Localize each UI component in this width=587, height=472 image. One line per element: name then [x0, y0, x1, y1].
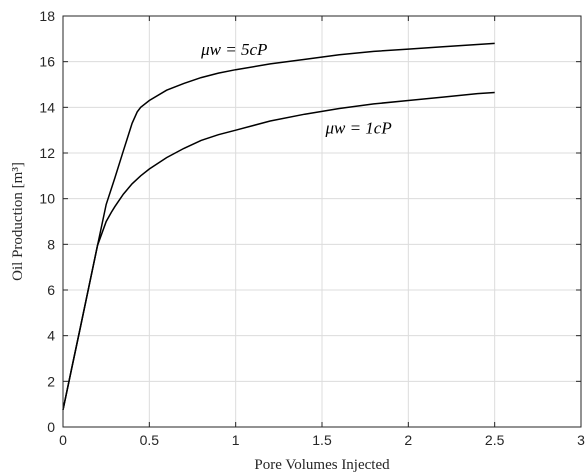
x-tick-label: 3: [577, 432, 585, 448]
axis-ticks: 0 0.5 1 1.5 2 2.5 3 0 2 4 6 8 10 12 14 16 18: [39, 8, 585, 448]
y-tick-label: 6: [47, 282, 55, 298]
grid: [62, 15, 582, 428]
series-line-2: [62, 91, 495, 411]
x-tick-label: 2.5: [485, 432, 505, 448]
y-tick-label: 0: [47, 419, 55, 435]
y-tick-label: 14: [39, 99, 55, 115]
y-tick-label: 2: [47, 373, 55, 389]
y-tick-label: 12: [39, 145, 55, 161]
y-tick-label: 8: [47, 236, 55, 252]
annotations: μw = 5cP μw = 1cP: [200, 40, 392, 138]
curve-annotation-1: μw = 5cP: [200, 40, 267, 59]
x-tick-label: 0.5: [140, 432, 160, 448]
y-tick-label: 18: [39, 8, 55, 24]
series-group: [62, 42, 495, 411]
x-axis-label: Pore Volumes Injected: [254, 457, 390, 472]
y-tick-label: 16: [39, 54, 55, 70]
x-tick-label: 0: [59, 432, 67, 448]
y-tick-label: 10: [39, 191, 55, 207]
x-tick-label: 1.5: [312, 432, 332, 448]
curve-annotation-2: μw = 1cP: [324, 119, 391, 138]
x-tick-label: 1: [232, 432, 240, 448]
y-axis-label: Oil Production [m³]: [10, 162, 26, 281]
y-tick-label: 4: [47, 328, 55, 344]
x-tick-label: 2: [404, 432, 412, 448]
